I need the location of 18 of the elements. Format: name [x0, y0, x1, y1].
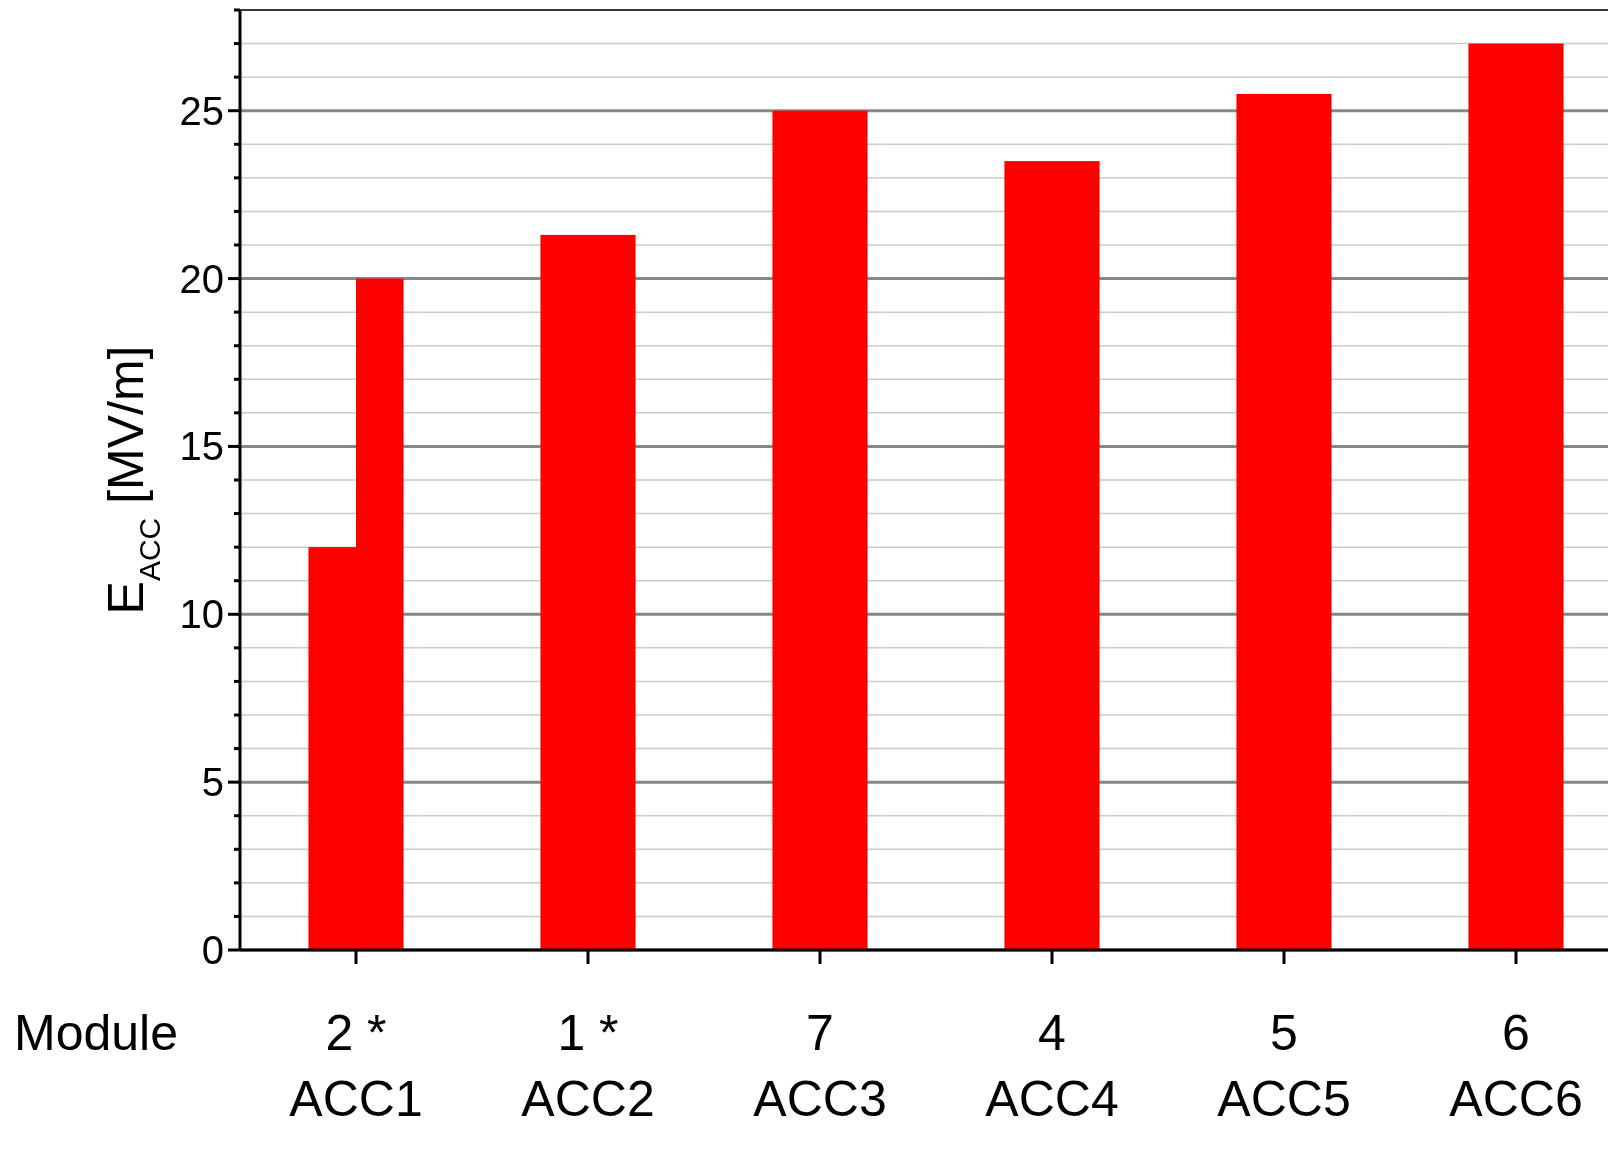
y-tick-label: 15: [179, 424, 224, 469]
x-axis-title: Module: [14, 1005, 178, 1061]
x-tick-label: 5 ACC5: [1217, 1005, 1351, 1127]
y-tick-label: 0: [201, 928, 224, 972]
y-tick-label: 10: [179, 592, 224, 637]
x-tick-label: 6 ACC6: [1449, 1005, 1583, 1127]
x-tick-label: 1 * ACC2: [521, 1005, 655, 1127]
bar: [1004, 161, 1100, 950]
y-tick-label: 5: [201, 760, 224, 805]
bar: [540, 234, 636, 950]
x-tick-label: 7 ACC3: [753, 1005, 887, 1127]
bar: [1236, 93, 1332, 950]
y-tick-label: 20: [179, 256, 224, 301]
bar: [1468, 43, 1564, 950]
bar: [772, 110, 868, 950]
x-tick-label: 4 ACC4: [985, 1005, 1119, 1127]
x-tick-label: 2 * ACC1: [289, 1005, 423, 1127]
y-tick-label: 25: [179, 88, 224, 133]
